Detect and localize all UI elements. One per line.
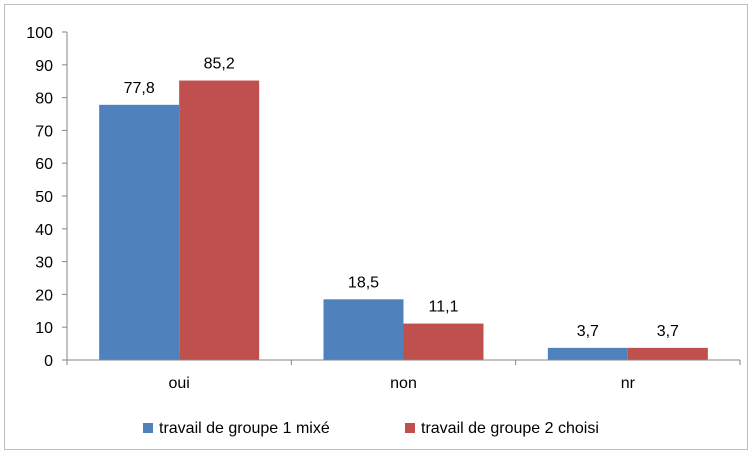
data-label: 85,2 [204,56,235,73]
data-label: 11,1 [429,299,459,316]
y-tick-label: 70 [35,123,53,140]
legend-swatch [405,423,415,433]
bar [323,299,404,360]
y-tick-label: 0 [44,353,53,370]
x-tick-label: non [390,375,417,392]
y-tick-label: 60 [35,156,53,173]
data-label: 3,7 [577,323,599,340]
bar [99,104,180,360]
legend-swatch [143,423,153,433]
y-tick-label: 20 [35,287,53,304]
y-tick-label: 30 [35,255,53,272]
data-label: 77,8 [124,80,155,97]
bar [547,347,628,360]
y-tick-label: 100 [26,25,53,42]
y-tick-label: 80 [35,91,53,108]
bar [179,80,260,360]
x-tick-label: oui [168,375,189,392]
legend-label: travail de groupe 2 choisi [421,420,599,437]
bar [627,347,708,360]
y-tick-label: 40 [35,222,53,239]
data-label: 18,5 [348,274,379,291]
x-tick-label: nr [621,375,636,392]
y-tick-label: 50 [35,189,53,206]
legend-label: travail de groupe 1 mixé [159,420,330,437]
y-tick-label: 90 [35,58,53,75]
data-label: 3,7 [657,323,679,340]
y-tick-label: 10 [35,320,53,337]
bar [403,323,484,360]
